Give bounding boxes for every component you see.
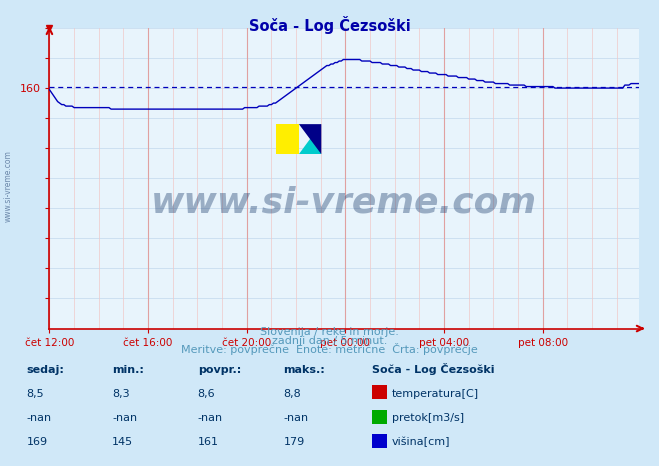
Text: Soča - Log Čezsoški: Soča - Log Čezsoški: [372, 363, 495, 375]
Text: 145: 145: [112, 438, 133, 447]
Text: -nan: -nan: [198, 413, 223, 423]
Text: višina[cm]: višina[cm]: [392, 437, 451, 447]
Text: 169: 169: [26, 438, 47, 447]
Text: 179: 179: [283, 438, 304, 447]
Text: 8,5: 8,5: [26, 389, 44, 399]
Text: -nan: -nan: [112, 413, 137, 423]
Text: min.:: min.:: [112, 365, 144, 375]
Text: 8,8: 8,8: [283, 389, 301, 399]
Text: Slovenija / reke in morje.: Slovenija / reke in morje.: [260, 327, 399, 336]
Text: www.si-vreme.com: www.si-vreme.com: [3, 151, 13, 222]
Text: zadnji dan / 5 minut.: zadnji dan / 5 minut.: [272, 336, 387, 346]
Text: sedaj:: sedaj:: [26, 365, 64, 375]
Text: maks.:: maks.:: [283, 365, 325, 375]
Text: pretok[m3/s]: pretok[m3/s]: [392, 413, 464, 423]
Text: www.si-vreme.com: www.si-vreme.com: [152, 185, 537, 219]
Text: 8,6: 8,6: [198, 389, 215, 399]
Polygon shape: [299, 124, 322, 154]
Text: povpr.:: povpr.:: [198, 365, 241, 375]
Text: Meritve: povprečne  Enote: metrične  Črta: povprečje: Meritve: povprečne Enote: metrične Črta:…: [181, 343, 478, 355]
Text: temperatura[C]: temperatura[C]: [392, 389, 479, 399]
Text: -nan: -nan: [283, 413, 308, 423]
Text: -nan: -nan: [26, 413, 51, 423]
Text: Soča - Log Čezsoški: Soča - Log Čezsoški: [248, 16, 411, 34]
Bar: [277, 124, 299, 154]
Text: 8,3: 8,3: [112, 389, 130, 399]
Text: 161: 161: [198, 438, 219, 447]
Polygon shape: [299, 124, 322, 154]
